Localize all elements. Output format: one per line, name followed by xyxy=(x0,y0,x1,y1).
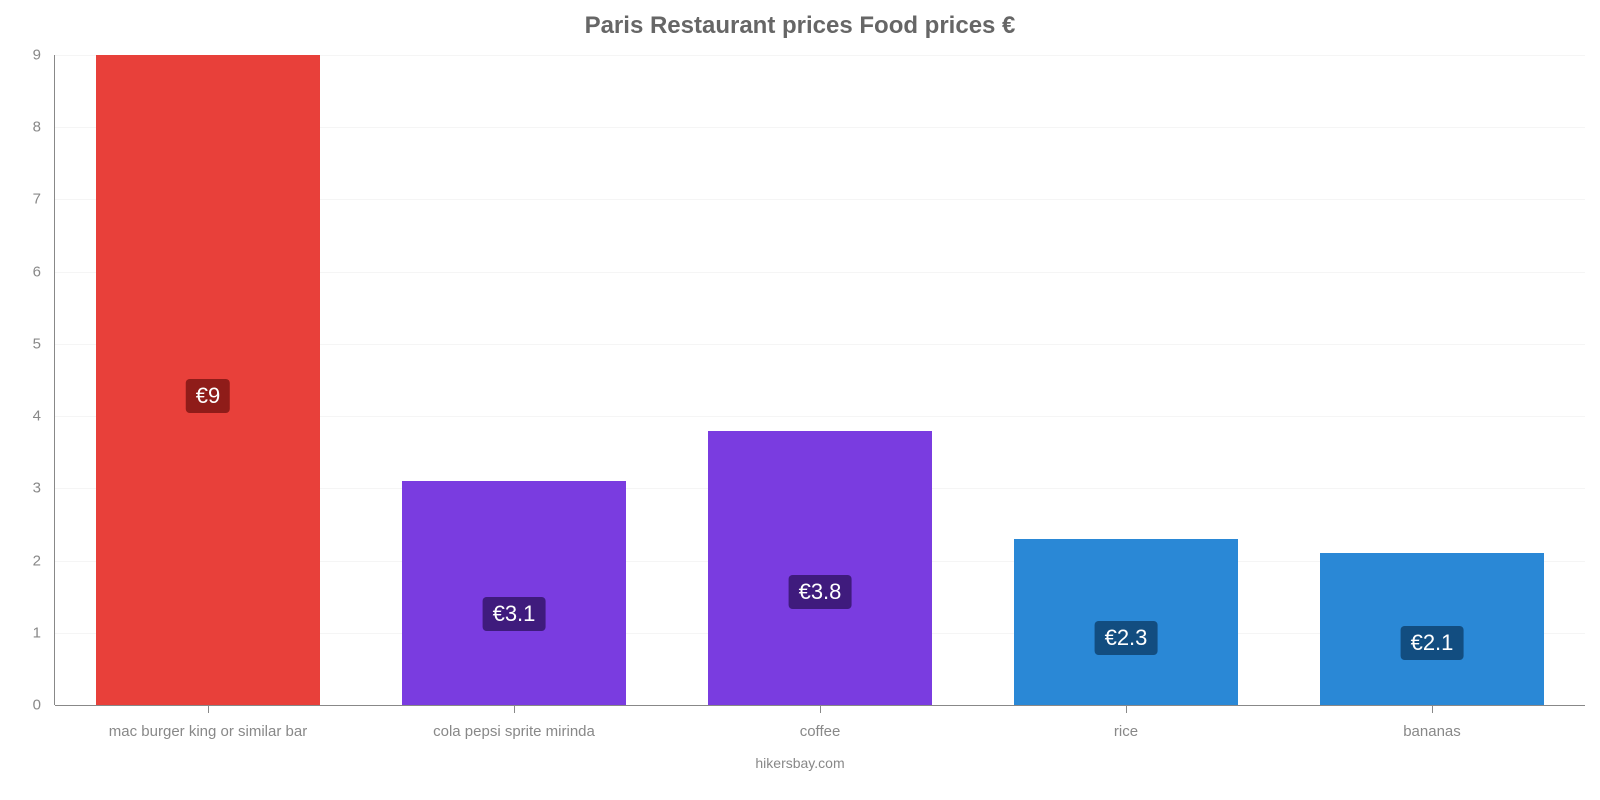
x-tick xyxy=(1432,705,1433,713)
y-tick-label: 3 xyxy=(33,480,55,497)
x-axis-label: rice xyxy=(973,713,1279,740)
y-tick-label: 6 xyxy=(33,263,55,280)
y-tick-label: 9 xyxy=(33,47,55,64)
bar-slot: €3.1 xyxy=(361,55,667,705)
y-tick-label: 5 xyxy=(33,335,55,352)
x-axis-labels: mac burger king or similar barcola pepsi… xyxy=(55,713,1585,740)
bar-value-label: €3.8 xyxy=(789,575,852,609)
bar: €9 xyxy=(96,55,319,705)
y-tick-label: 2 xyxy=(33,552,55,569)
bar-slot: €3.8 xyxy=(667,55,973,705)
x-tick xyxy=(208,705,209,713)
bar: €3.1 xyxy=(402,481,625,705)
bar-value-label: €2.3 xyxy=(1095,621,1158,655)
x-axis-label: coffee xyxy=(667,713,973,740)
bar-slot: €2.1 xyxy=(1279,55,1585,705)
bar-value-label: €2.1 xyxy=(1401,626,1464,660)
x-axis-label: mac burger king or similar bar xyxy=(55,713,361,740)
x-tick xyxy=(820,705,821,713)
bar: €2.3 xyxy=(1014,539,1237,705)
x-tick xyxy=(1126,705,1127,713)
bar-value-label: €3.1 xyxy=(483,597,546,631)
y-tick-label: 7 xyxy=(33,191,55,208)
plot-area: 0123456789 €9€3.1€3.8€2.3€2.1 xyxy=(55,55,1585,705)
bars-container: €9 €3.1 €3.8 €2.3 €2.1 xyxy=(55,55,1585,705)
bar: €2.1 xyxy=(1320,553,1543,705)
bar-slot: €9 xyxy=(55,55,361,705)
bar-value-label: €9 xyxy=(186,379,230,413)
x-tick xyxy=(514,705,515,713)
y-tick-label: 4 xyxy=(33,408,55,425)
y-tick-label: 0 xyxy=(33,697,55,714)
bar-slot: €2.3 xyxy=(973,55,1279,705)
x-axis-label: bananas xyxy=(1279,713,1585,740)
price-bar-chart: Paris Restaurant prices Food prices € 0 1… xyxy=(0,0,1600,800)
y-tick-label: 1 xyxy=(33,624,55,641)
x-axis-label: cola pepsi sprite mirinda xyxy=(361,713,667,740)
chart-footer: hikersbay.com xyxy=(0,755,1600,771)
chart-title: Paris Restaurant prices Food prices € xyxy=(0,0,1600,40)
bar: €3.8 xyxy=(708,431,931,705)
y-tick-label: 8 xyxy=(33,119,55,136)
